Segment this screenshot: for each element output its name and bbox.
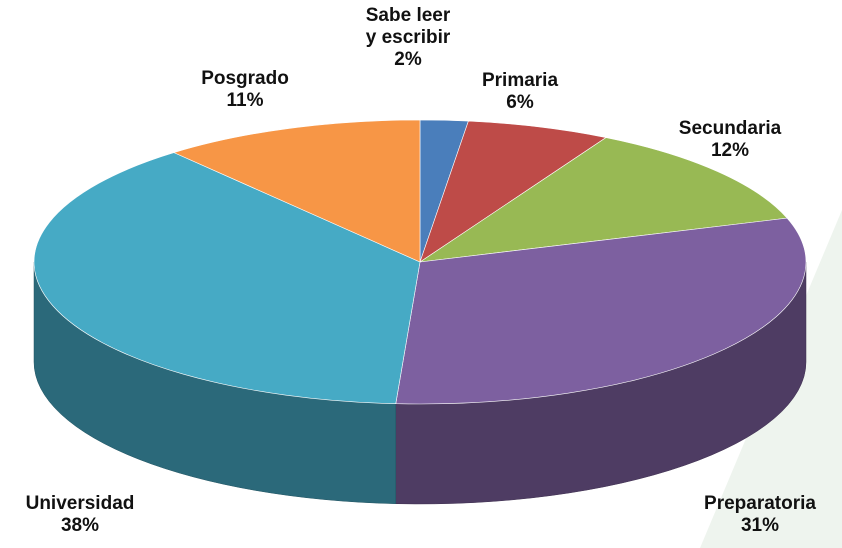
label-name: Sabe leer y escribir: [365, 5, 451, 48]
label-name: Secundaria: [678, 118, 782, 139]
label-name: Primaria: [481, 70, 559, 91]
label-value: 31%: [740, 515, 780, 536]
label-value: 11%: [226, 90, 264, 111]
label-value: 12%: [710, 140, 750, 161]
slice: [33, 152, 421, 405]
label-name: Posgrado: [201, 68, 289, 89]
data-label: Preparatoria 31%: [680, 493, 840, 537]
label-value: 38%: [60, 515, 100, 536]
label-name: Universidad: [25, 493, 135, 514]
label-value: 6%: [506, 92, 534, 113]
slice: [173, 119, 421, 263]
data-label: Primaria 6%: [460, 70, 580, 114]
label-name: Preparatoria: [704, 493, 816, 514]
slice: [419, 137, 788, 263]
data-label: Universidad 38%: [0, 493, 160, 537]
data-label: Secundaria 12%: [650, 118, 810, 162]
label-value: 2%: [394, 49, 422, 70]
data-label: Posgrado 11%: [185, 68, 305, 112]
slice: [419, 120, 607, 263]
slice: [395, 217, 807, 405]
data-label: Sabe leer y escribir 2%: [358, 5, 458, 71]
